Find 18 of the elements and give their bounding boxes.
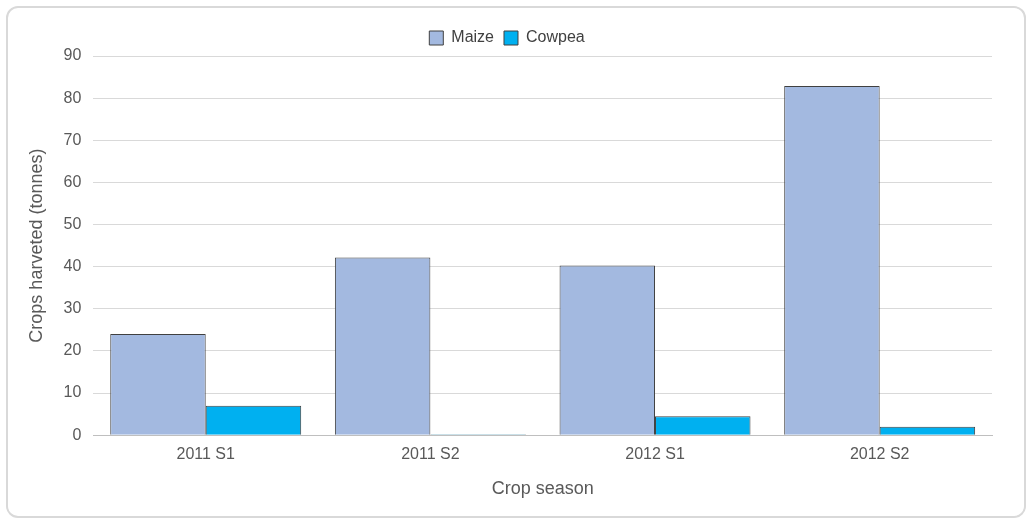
y-tick-label: 50 [63,214,82,232]
x-tick-label: 2012 S2 [849,445,910,463]
y-tick-label: 60 [63,172,82,190]
y-tick-label: 70 [63,130,82,148]
x-tick-label: 2011 S2 [401,445,460,463]
x-axis-title: Crop season [491,478,594,499]
y-tick-label: 10 [63,383,82,401]
y-tick-label: 0 [72,425,82,443]
y-tick-label: 30 [63,299,82,317]
x-tick-label: 2012 S1 [625,445,685,463]
y-axis-title: Crops harveted (tonnes) [25,148,46,343]
legend-label: Cowpea [525,28,585,46]
legend-label: Maize [451,28,495,46]
y-tick-label: 20 [63,341,82,359]
x-tick-label: 2011 S1 [176,445,236,463]
y-tick-label: 40 [63,257,82,275]
y-tick-label: 90 [63,46,82,64]
y-tick-label: 80 [63,88,82,106]
